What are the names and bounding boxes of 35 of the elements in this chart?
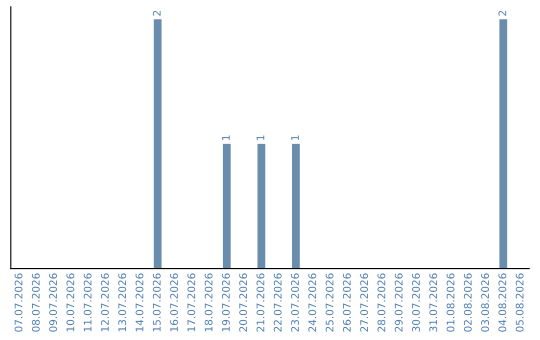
x-tick-label: 23.07.2026 — [291, 273, 299, 332]
x-tick-label: 21.07.2026 — [256, 273, 264, 332]
x-tick-label: 18.07.2026 — [204, 273, 213, 332]
data-label: 2 — [152, 10, 161, 16]
data-label: 1 — [256, 135, 264, 140]
x-tick-label: 01.08.2026 — [446, 273, 454, 332]
data-label: 1 — [291, 135, 299, 140]
x-tick-label: 16.07.2026 — [170, 273, 178, 332]
x-tick-label: 02.08.2026 — [464, 273, 472, 332]
x-tick-label: 10.07.2026 — [66, 273, 74, 332]
data-label: 1 — [222, 135, 230, 140]
x-tick-label: 20.07.2026 — [239, 273, 248, 332]
data-label: 2 — [498, 10, 506, 16]
x-tick-label: 19.07.2026 — [222, 273, 230, 332]
x-tick-label: 07.07.2026 — [14, 273, 22, 332]
x-tick-label: 11.07.2026 — [84, 273, 92, 332]
x-tick-label: 27.07.2026 — [360, 273, 368, 332]
x-tick-label: 03.08.2026 — [481, 273, 490, 332]
x-tick-label: 14.07.2026 — [136, 273, 144, 332]
x-tick-label: 25.07.2026 — [326, 273, 334, 332]
x-tick-label: 26.07.2026 — [342, 273, 351, 332]
x-tick-label: 13.07.2026 — [118, 273, 126, 332]
x-tick-label: 22.07.2026 — [274, 273, 282, 332]
x-tick-label: 31.07.2026 — [429, 273, 438, 332]
x-tick-label: 24.07.2026 — [308, 273, 316, 332]
x-tick-label: 12.07.2026 — [100, 273, 109, 332]
x-tick-label: 30.07.2026 — [412, 273, 420, 332]
x-tick-label: 09.07.2026 — [49, 273, 58, 332]
x-tick-label: 04.08.2026 — [498, 273, 506, 332]
x-tick-label: 08.07.2026 — [32, 273, 40, 332]
x-tick-label: 17.07.2026 — [187, 273, 196, 332]
x-tick-label: 28.07.2026 — [377, 273, 386, 332]
x-tick-label: 05.08.2026 — [516, 273, 524, 332]
x-tick-label: 29.07.2026 — [394, 273, 403, 332]
x-tick-label: 15.07.2026 — [152, 273, 161, 332]
